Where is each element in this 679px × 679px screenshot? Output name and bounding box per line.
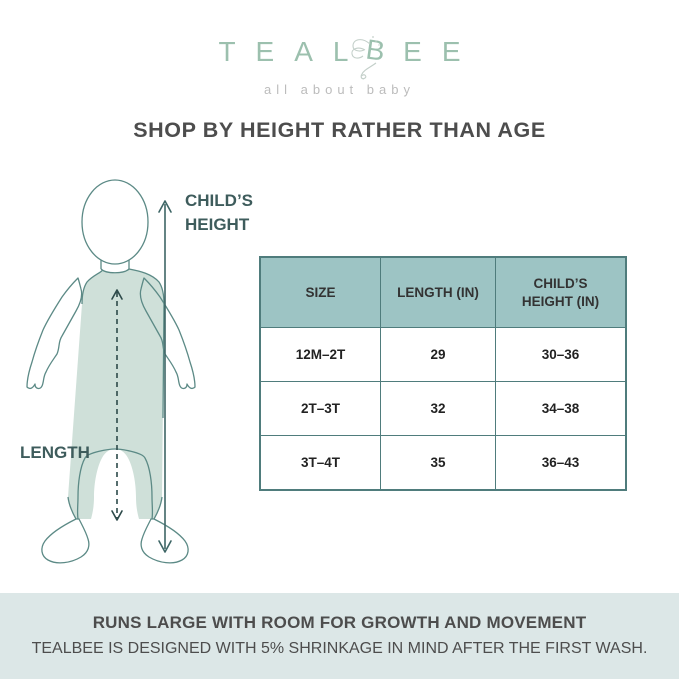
svg-text:LENGTH: LENGTH <box>20 443 90 462</box>
svg-text:HEIGHT: HEIGHT <box>185 215 250 234</box>
svg-text:CHILD’S: CHILD’S <box>185 191 253 210</box>
